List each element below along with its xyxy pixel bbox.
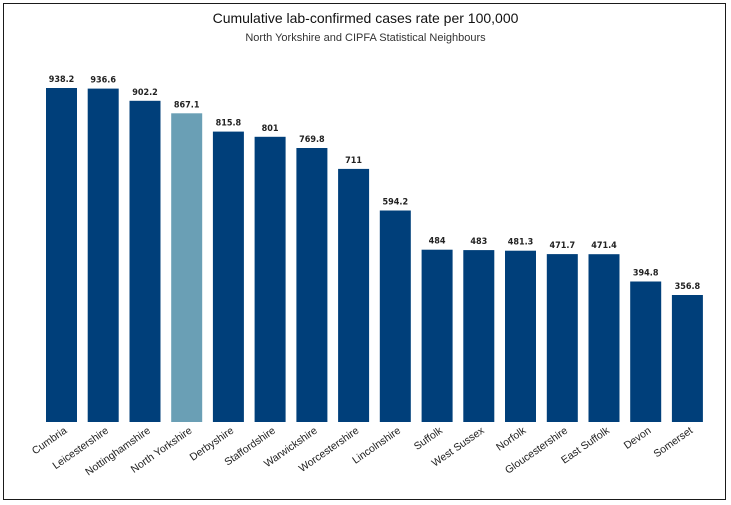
category-label: Suffolk bbox=[412, 424, 446, 453]
value-label: 801 bbox=[262, 124, 279, 134]
value-label: 902.2 bbox=[132, 88, 158, 98]
bar-leicestershire bbox=[87, 88, 119, 422]
chart-subtitle: North Yorkshire and CIPFA Statistical Ne… bbox=[245, 32, 486, 44]
value-label: 483 bbox=[470, 237, 487, 247]
bar-derbyshire bbox=[212, 131, 244, 422]
value-label: 471.7 bbox=[549, 241, 575, 251]
bar-west-sussex bbox=[463, 250, 495, 422]
value-label: 484 bbox=[429, 237, 446, 247]
value-label: 471.4 bbox=[591, 241, 617, 251]
bar-suffolk bbox=[421, 249, 453, 422]
value-label: 594.2 bbox=[382, 198, 408, 208]
bar-lincolnshire bbox=[379, 210, 411, 422]
value-label: 938.2 bbox=[49, 75, 75, 85]
category-label: Norfolk bbox=[494, 424, 529, 453]
category-label: Somerset bbox=[651, 425, 695, 461]
value-label: 711 bbox=[345, 156, 362, 166]
bar-cumbria bbox=[46, 88, 77, 422]
value-label: 867.1 bbox=[174, 100, 200, 110]
value-label: 815.8 bbox=[216, 119, 242, 129]
bar-somerset bbox=[671, 295, 703, 422]
value-label: 394.8 bbox=[633, 269, 659, 279]
bar-east-suffolk bbox=[588, 254, 620, 422]
bar-gloucestershire bbox=[546, 254, 578, 422]
bar-norfolk bbox=[505, 250, 536, 422]
value-label: 481.3 bbox=[508, 238, 534, 248]
value-label: 356.8 bbox=[675, 282, 701, 292]
chart-title: Cumulative lab-confirmed cases rate per … bbox=[212, 10, 519, 26]
value-label: 769.8 bbox=[299, 135, 325, 145]
bar-devon bbox=[630, 281, 662, 422]
bar-staffordshire bbox=[254, 136, 286, 423]
value-label: 936.6 bbox=[90, 76, 116, 86]
bar-nottinghamshire bbox=[129, 100, 161, 423]
bar-north-yorkshire bbox=[171, 113, 203, 423]
category-label: Devon bbox=[622, 425, 654, 452]
bar-worcestershire bbox=[338, 168, 370, 422]
bar-warwickshire bbox=[296, 148, 328, 422]
